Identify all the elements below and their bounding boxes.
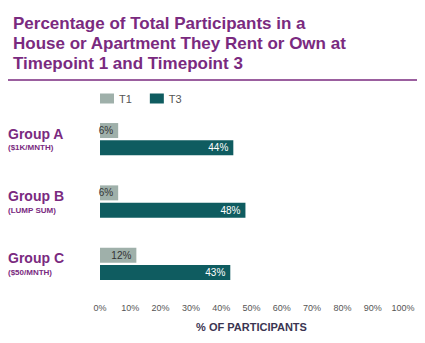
svg-text:($1K/MNTH): ($1K/MNTH) xyxy=(8,143,54,152)
svg-text:0%: 0% xyxy=(93,303,106,313)
svg-text:(LUMP SUM): (LUMP SUM) xyxy=(8,206,56,215)
svg-text:House or Apartment They Rent o: House or Apartment They Rent or Own at xyxy=(13,34,351,53)
svg-text:48%: 48% xyxy=(220,205,240,216)
svg-text:T1: T1 xyxy=(119,93,132,105)
svg-text:Group A: Group A xyxy=(8,126,63,142)
svg-text:44%: 44% xyxy=(208,142,228,153)
svg-text:40%: 40% xyxy=(212,303,230,313)
svg-text:% OF PARTICIPANTS: % OF PARTICIPANTS xyxy=(196,321,307,333)
svg-text:50%: 50% xyxy=(242,303,260,313)
svg-text:Group B: Group B xyxy=(8,188,64,204)
svg-text:12%: 12% xyxy=(111,250,131,261)
svg-text:70%: 70% xyxy=(303,303,321,313)
svg-text:43%: 43% xyxy=(205,267,225,278)
svg-text:Group C: Group C xyxy=(8,250,64,266)
svg-text:10%: 10% xyxy=(121,303,139,313)
svg-text:($50/MNTH): ($50/MNTH) xyxy=(8,268,52,277)
svg-text:6%: 6% xyxy=(99,187,114,198)
svg-text:Percentage of Total Participan: Percentage of Total Participants in a xyxy=(13,14,310,33)
svg-text:100%: 100% xyxy=(391,303,414,313)
svg-text:20%: 20% xyxy=(152,303,170,313)
svg-text:60%: 60% xyxy=(273,303,291,313)
svg-text:90%: 90% xyxy=(364,303,382,313)
svg-text:30%: 30% xyxy=(182,303,200,313)
svg-text:6%: 6% xyxy=(99,125,114,136)
svg-text:80%: 80% xyxy=(333,303,351,313)
svg-text:Timepoint 1 and Timepoint 3: Timepoint 1 and Timepoint 3 xyxy=(13,54,243,73)
svg-text:T3: T3 xyxy=(169,93,182,105)
